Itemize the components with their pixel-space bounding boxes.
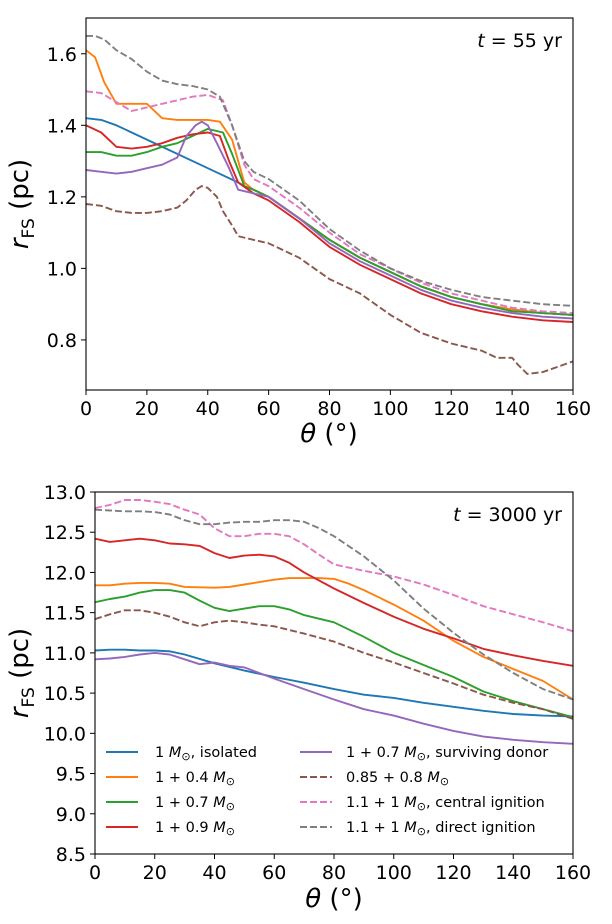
bot-y-tick-label-1: 9.0	[56, 804, 86, 826]
top-series-line-1	[86, 49, 573, 316]
top-series-line-5	[86, 185, 573, 375]
top-x-axis-label: θ (°)	[300, 419, 357, 449]
bottom-y-axis-label: rFS (pc)	[5, 628, 39, 718]
bot-x-tick-label-3: 60	[262, 862, 286, 884]
top-series-line-6	[86, 90, 573, 315]
svg-text:1 M⊙, isolated: 1 M⊙, isolated	[155, 745, 257, 763]
legend-entry-isolated: 1 M⊙, isolated	[106, 745, 257, 763]
bot-series-line-0	[95, 648, 573, 718]
legend: 1 M⊙, isolated 1 + 0.4 M⊙ 1 + 0.7 M⊙ 1 +…	[106, 745, 548, 838]
legend-entry-1-0.7: 1 + 0.7 M⊙	[106, 795, 235, 813]
svg-text:1 + 0.4 M⊙: 1 + 0.4 M⊙	[155, 770, 235, 788]
top-annotation: t = 55 yr	[477, 30, 562, 52]
bot-x-tick-label-2: 40	[202, 862, 226, 884]
bot-x-tick-label-6: 120	[435, 862, 471, 884]
legend-entry-0.85-0.8: 0.85 + 0.8 M⊙	[300, 770, 449, 788]
legend-entry-1-0.9: 1 + 0.9 M⊙	[106, 820, 235, 838]
top-y-tick-label-1: 1.0	[47, 258, 77, 280]
top-x-tick-label-2: 40	[196, 398, 220, 420]
top-x-tick-label-3: 60	[257, 398, 281, 420]
bot-series-line-3	[95, 537, 573, 667]
legend-entry-surviving-donor: 1 + 0.7 M⊙, surviving donor	[300, 745, 548, 763]
bot-y-tick-label-3: 10.0	[44, 723, 86, 745]
top-x-tick-label-1: 20	[135, 398, 159, 420]
bot-y-tick-label-9: 13.0	[44, 482, 86, 504]
bot-x-tick-label-7: 140	[495, 862, 531, 884]
top-series-line-2	[86, 127, 573, 316]
top-series-line-3	[86, 124, 573, 323]
bot-y-tick-label-4: 10.5	[44, 683, 86, 705]
top-y-ticks: 0.8 1.0 1.2 1.4 1.6	[47, 44, 86, 352]
bot-series-line-1	[95, 577, 573, 701]
top-x-tick-label-4: 80	[317, 398, 341, 420]
bot-x-tick-label-4: 80	[322, 862, 346, 884]
bot-y-tick-label-7: 12.0	[44, 562, 86, 584]
svg-text:1.1 + 1 M⊙, central ignition: 1.1 + 1 M⊙, central ignition	[346, 795, 545, 813]
bot-y-tick-label-6: 11.5	[44, 603, 86, 625]
top-panel: 0 20 40 60 80 100 120 140 160 0.8 1.0 1.2 1.4 1.6 t …	[5, 17, 591, 449]
bot-x-tick-label-1: 20	[143, 862, 167, 884]
bot-x-tick-label-8: 160	[555, 862, 591, 884]
bot-series-line-6	[95, 499, 573, 633]
legend-entry-1-0.4: 1 + 0.4 M⊙	[106, 770, 235, 788]
top-y-axis-label: rFS (pc)	[5, 159, 39, 249]
top-y-tick-label-0: 0.8	[47, 330, 77, 352]
bottom-panel: 0 20 40 60 80 100 120 140 160 8.5 9.0 9.5 10.0 10.5 1…	[5, 482, 591, 914]
top-y-tick-label-3: 1.4	[47, 115, 77, 137]
bot-y-tick-label-2: 9.5	[56, 764, 86, 786]
bottom-annotation: t = 3000 yr	[453, 504, 562, 526]
bot-series-line-4	[95, 651, 573, 745]
top-series-line-4	[86, 120, 573, 320]
top-series-lines	[86, 34, 573, 375]
svg-text:1.1 + 1 M⊙, direct ignition: 1.1 + 1 M⊙, direct ignition	[346, 820, 536, 838]
bot-x-tick-label-0: 0	[89, 862, 101, 884]
legend-entry-direct-ignition: 1.1 + 1 M⊙, direct ignition	[300, 820, 536, 838]
bot-y-tick-label-8: 12.5	[44, 522, 86, 544]
bot-y-tick-label-5: 11.0	[44, 643, 86, 665]
bot-series-line-2	[95, 589, 573, 719]
top-plot-frame	[85, 17, 574, 391]
top-x-tick-label-6: 120	[433, 398, 469, 420]
bottom-y-ticks: 8.5 9.0 9.5 10.0 10.5 11.0 11.5 12.0 12.5 13.0	[44, 482, 95, 866]
bottom-series-lines	[95, 499, 573, 745]
bottom-x-ticks: 0 20 40 60 80 100 120 140 160	[89, 854, 591, 884]
bot-x-tick-label-5: 100	[376, 862, 412, 884]
svg-text:1 + 0.9 M⊙: 1 + 0.9 M⊙	[155, 820, 235, 838]
svg-text:1 + 0.7 M⊙, surviving donor: 1 + 0.7 M⊙, surviving donor	[346, 745, 548, 763]
bot-series-line-5	[95, 609, 573, 720]
top-x-tick-label-7: 140	[494, 398, 530, 420]
top-y-tick-label-4: 1.6	[47, 44, 77, 66]
bot-series-line-7	[95, 508, 573, 701]
legend-entry-central-ignition: 1.1 + 1 M⊙, central ignition	[300, 795, 545, 813]
bot-y-tick-label-0: 8.5	[56, 844, 86, 866]
svg-text:1 + 0.7 M⊙: 1 + 0.7 M⊙	[155, 795, 235, 813]
top-series-line-7	[86, 34, 573, 307]
top-y-tick-label-2: 1.2	[47, 187, 77, 209]
top-x-tick-label-8: 160	[555, 398, 591, 420]
bottom-x-axis-label: θ (°)	[305, 884, 362, 914]
top-x-ticks: 0 20 40 60 80 100 120 140 160	[80, 390, 591, 420]
svg-text:0.85 + 0.8 M⊙: 0.85 + 0.8 M⊙	[346, 770, 449, 788]
top-x-tick-label-5: 100	[372, 398, 408, 420]
top-x-tick-label-0: 0	[80, 398, 92, 420]
